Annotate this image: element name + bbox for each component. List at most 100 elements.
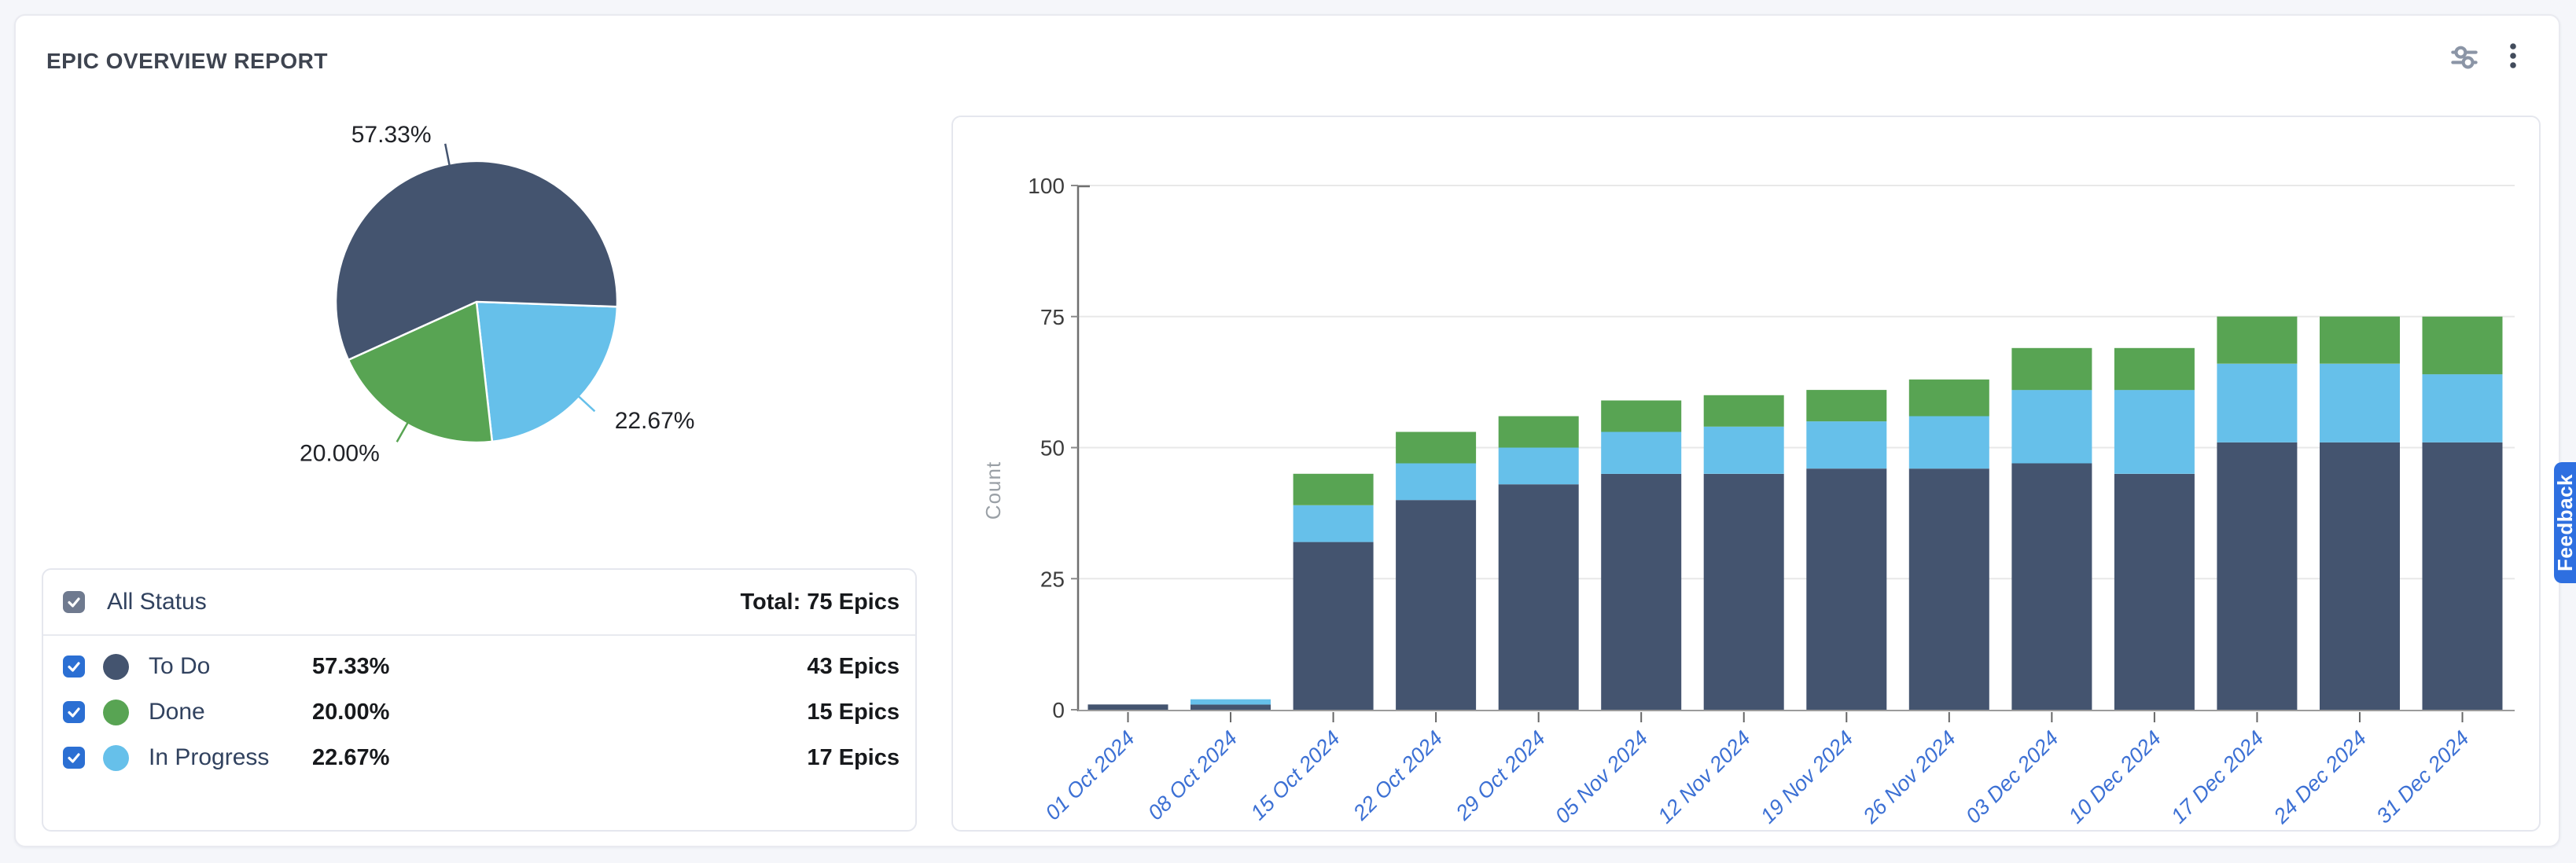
pie-label-connector-in-progress <box>578 395 596 413</box>
epic-status-pie-chart: 22.67% 20.00% 57.33% <box>300 122 695 466</box>
all-status-label: All Status <box>107 589 207 615</box>
bar-segment-to-do[interactable] <box>1396 500 1477 710</box>
check-icon <box>68 707 80 718</box>
bar-group-15-oct-2024 <box>1293 473 1374 710</box>
x-axis-label-17-dec-2024[interactable]: 17 Dec 2024 <box>2166 726 2268 828</box>
check-icon <box>68 597 80 608</box>
more-actions-button[interactable] <box>2494 38 2532 75</box>
y-axis-label-50: 50 <box>1040 436 1065 461</box>
bar-segment-done[interactable] <box>1703 395 1784 427</box>
bar-segment-in-progress[interactable] <box>1806 421 1887 469</box>
bar-segment-done[interactable] <box>2114 347 2195 391</box>
in-progress-checkbox[interactable] <box>63 747 85 769</box>
status-count: 43 Epics <box>807 653 900 679</box>
status-dot <box>103 653 129 680</box>
bar-segment-in-progress[interactable] <box>2217 363 2298 443</box>
bar-segment-to-do[interactable] <box>2114 473 2195 710</box>
bar-group-08-oct-2024 <box>1190 699 1271 710</box>
bar-group-24-dec-2024 <box>2320 316 2400 710</box>
x-axis-label-08-oct-2024[interactable]: 08 Oct 2024 <box>1143 726 1242 824</box>
done-checkbox[interactable] <box>63 701 85 723</box>
all-status-checkbox[interactable] <box>63 591 85 613</box>
bar-segment-to-do[interactable] <box>2217 442 2298 710</box>
bar-segment-to-do[interactable] <box>1806 468 1887 710</box>
x-axis-label-03-dec-2024[interactable]: 03 Dec 2024 <box>1961 726 2063 828</box>
pie-slice-in-progress[interactable] <box>475 300 619 443</box>
feedback-button[interactable]: Feedback <box>2552 462 2576 583</box>
y-axis-title: Count <box>981 461 1005 520</box>
page-title: EPIC OVERVIEW REPORT <box>46 49 328 73</box>
status-label: Done <box>149 699 205 725</box>
status-count: 15 Epics <box>807 699 900 725</box>
x-axis-label-10-dec-2024[interactable]: 10 Dec 2024 <box>2064 726 2166 828</box>
epic-overview-report-card: EPIC OVERVIEW REPORT 22.67% 20.00% 57.33% <box>14 14 2560 847</box>
status-count: 17 Epics <box>807 744 900 770</box>
x-axis-label-26-nov-2024[interactable]: 26 Nov 2024 <box>1858 726 1960 828</box>
bar-segment-in-progress[interactable] <box>2114 390 2195 474</box>
bar-segment-in-progress[interactable] <box>1190 699 1271 705</box>
bar-segment-to-do[interactable] <box>1498 484 1579 710</box>
bar-group-05-nov-2024 <box>1601 400 1682 710</box>
x-axis-ticks <box>1127 712 2464 722</box>
bar-segment-in-progress[interactable] <box>1396 463 1477 501</box>
bar-segment-to-do[interactable] <box>1087 704 1168 710</box>
pie-percent-label-done: 20.00% <box>300 440 380 466</box>
x-axis-label-12-nov-2024[interactable]: 12 Nov 2024 <box>1653 726 1754 828</box>
pie-percent-label-to-do: 57.33% <box>351 122 432 148</box>
bar-segment-done[interactable] <box>1601 400 1682 432</box>
status-percent: 57.33% <box>312 653 390 679</box>
bar-group-26-nov-2024 <box>1908 379 1989 710</box>
sliders-icon <box>2447 40 2482 77</box>
epic-trend-bar-chart-panel: 0 25 50 75 100 Count 01 Oct 2024 08 Oct 2024 15 … <box>951 116 2541 832</box>
x-axis-label-01-oct-2024[interactable]: 01 Oct 2024 <box>1041 726 1139 824</box>
legend-divider <box>43 634 915 636</box>
status-label: In Progress <box>149 744 270 770</box>
bar-segment-in-progress[interactable] <box>1498 447 1579 485</box>
bar-segment-done[interactable] <box>1908 379 1989 417</box>
to-do-checkbox[interactable] <box>63 656 85 678</box>
x-axis-label-05-nov-2024[interactable]: 05 Nov 2024 <box>1551 726 1652 828</box>
bar-segment-to-do[interactable] <box>1703 473 1784 710</box>
x-axis-label-29-oct-2024[interactable]: 29 Oct 2024 <box>1451 726 1550 825</box>
kebab-menu-icon <box>2496 39 2530 75</box>
x-axis-label-24-dec-2024[interactable]: 24 Dec 2024 <box>2269 726 2371 828</box>
bar-group-22-oct-2024 <box>1396 432 1477 710</box>
bar-group-12-nov-2024 <box>1703 395 1784 710</box>
feedback-button-label: Feedback <box>2552 474 2576 571</box>
status-legend-panel: All Status Total: 75 Epics To Do 57.33% … <box>42 568 917 832</box>
bar-segment-done[interactable] <box>1498 416 1579 448</box>
epic-trend-bar-chart: 0 25 50 75 100 Count 01 Oct 2024 08 Oct 2024 15 … <box>981 174 2515 828</box>
bar-segment-in-progress[interactable] <box>2011 390 2092 464</box>
bar-segment-done[interactable] <box>2422 316 2503 375</box>
bar-segment-done[interactable] <box>2320 316 2400 364</box>
bar-segment-in-progress[interactable] <box>1908 416 1989 469</box>
x-axis-label-22-oct-2024[interactable]: 22 Oct 2024 <box>1348 726 1447 825</box>
bar-segment-to-do[interactable] <box>1190 704 1271 710</box>
pie-percent-label-in-progress: 22.67% <box>615 408 695 434</box>
bar-segment-in-progress[interactable] <box>1601 432 1682 474</box>
status-percent: 20.00% <box>312 699 390 725</box>
bar-segment-to-do[interactable] <box>1293 542 1374 710</box>
bar-segment-done[interactable] <box>1293 473 1374 505</box>
bar-group-17-dec-2024 <box>2217 316 2298 710</box>
status-label: To Do <box>149 653 211 679</box>
bar-segment-done[interactable] <box>2217 316 2298 364</box>
bar-segment-in-progress[interactable] <box>2422 374 2503 443</box>
x-axis-label-31-dec-2024[interactable]: 31 Dec 2024 <box>2372 726 2473 828</box>
bar-segment-done[interactable] <box>2011 347 2092 391</box>
bar-segment-to-do[interactable] <box>2011 463 2092 711</box>
bar-segment-done[interactable] <box>1396 432 1477 464</box>
check-icon <box>68 662 80 672</box>
bar-segment-to-do[interactable] <box>1908 468 1989 710</box>
bar-segment-in-progress[interactable] <box>1703 426 1784 474</box>
bar-segment-in-progress[interactable] <box>2320 363 2400 443</box>
x-axis-label-15-oct-2024[interactable]: 15 Oct 2024 <box>1246 726 1345 824</box>
x-axis-label-19-nov-2024[interactable]: 19 Nov 2024 <box>1756 726 1857 828</box>
bar-segment-to-do[interactable] <box>1601 473 1682 710</box>
bar-segment-to-do[interactable] <box>2422 442 2503 710</box>
bar-segment-done[interactable] <box>1806 390 1887 422</box>
bar-segment-in-progress[interactable] <box>1293 505 1374 542</box>
bar-segment-to-do[interactable] <box>2320 442 2400 710</box>
y-axis-labels: 0 25 50 75 100 <box>1028 174 1078 722</box>
filter-settings-button[interactable] <box>2445 39 2483 77</box>
